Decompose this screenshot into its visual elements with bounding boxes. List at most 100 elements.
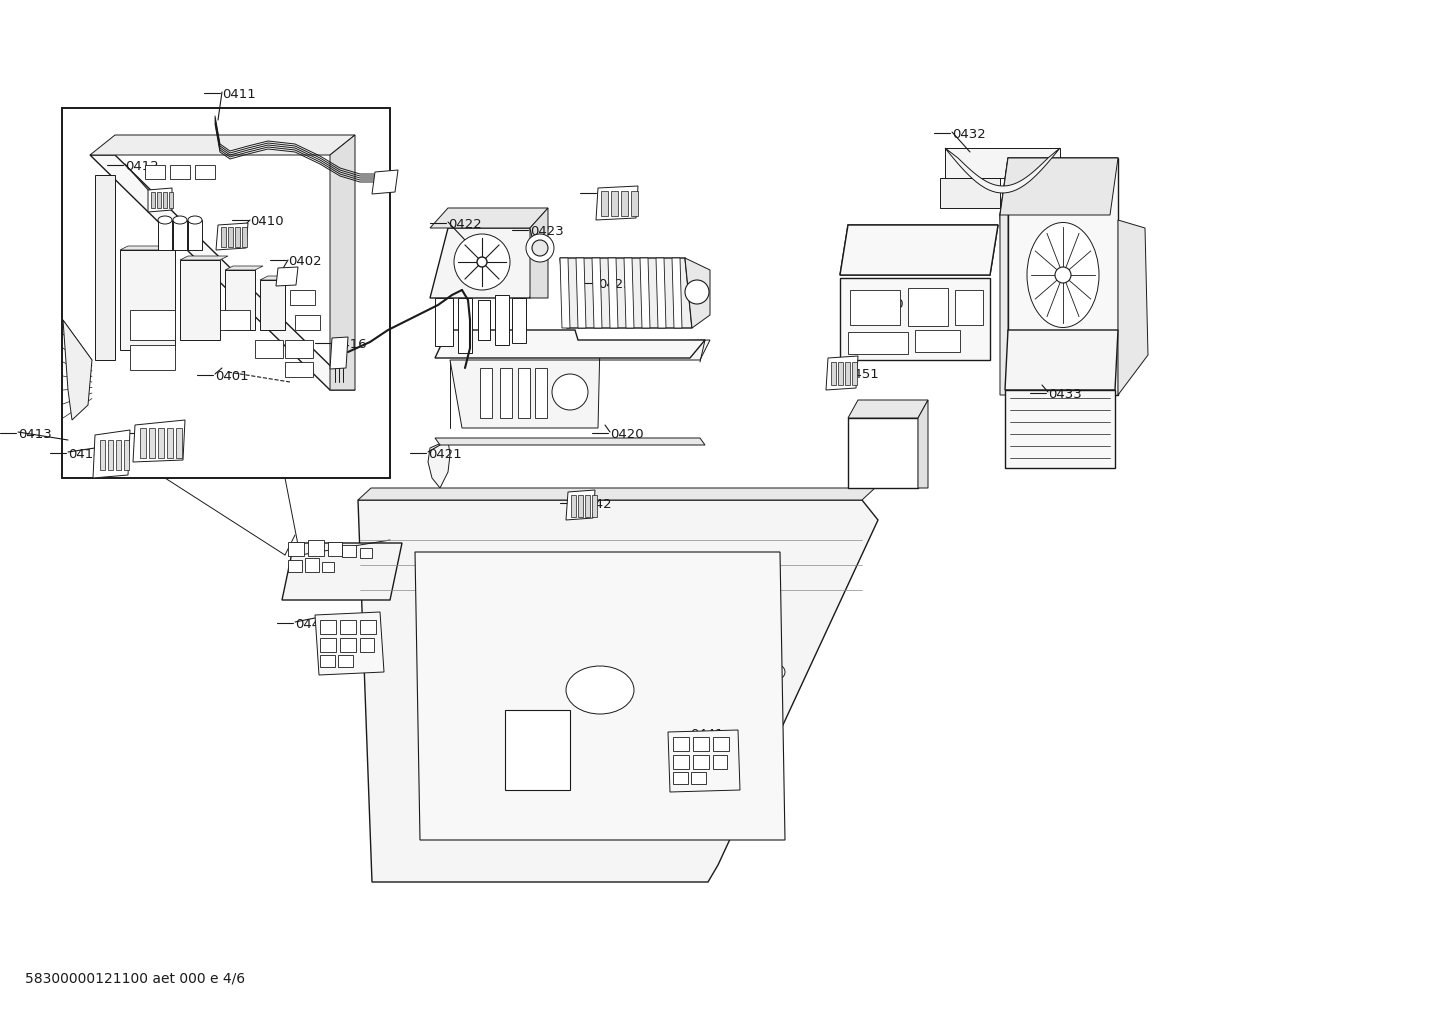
Polygon shape <box>360 548 372 558</box>
Polygon shape <box>288 560 301 572</box>
Text: 0415: 0415 <box>149 428 182 441</box>
Polygon shape <box>159 220 172 250</box>
Circle shape <box>532 240 548 256</box>
Polygon shape <box>296 315 320 330</box>
Polygon shape <box>450 340 709 428</box>
Circle shape <box>526 234 554 262</box>
Polygon shape <box>477 300 490 340</box>
Polygon shape <box>848 332 908 354</box>
Polygon shape <box>337 655 353 667</box>
Polygon shape <box>428 440 450 488</box>
Polygon shape <box>559 258 570 328</box>
Polygon shape <box>459 298 472 353</box>
Polygon shape <box>640 258 650 328</box>
Ellipse shape <box>159 216 172 224</box>
Polygon shape <box>694 737 709 751</box>
Polygon shape <box>309 540 324 556</box>
FancyBboxPatch shape <box>62 108 389 478</box>
Polygon shape <box>593 495 597 517</box>
Polygon shape <box>596 186 637 220</box>
Polygon shape <box>120 250 174 350</box>
Polygon shape <box>283 543 402 600</box>
Polygon shape <box>955 290 983 325</box>
Polygon shape <box>848 400 929 418</box>
Polygon shape <box>531 208 548 298</box>
Text: 0442: 0442 <box>578 498 611 511</box>
Polygon shape <box>656 258 666 328</box>
Polygon shape <box>173 220 187 250</box>
Polygon shape <box>180 260 221 340</box>
Polygon shape <box>945 148 1060 178</box>
Ellipse shape <box>187 216 202 224</box>
Polygon shape <box>673 755 689 769</box>
Polygon shape <box>919 400 929 488</box>
Text: 0425: 0425 <box>598 278 632 291</box>
Polygon shape <box>940 178 999 208</box>
Text: 0433: 0433 <box>1048 388 1082 401</box>
Polygon shape <box>286 362 313 377</box>
Polygon shape <box>340 638 356 652</box>
Polygon shape <box>512 298 526 343</box>
Polygon shape <box>1008 158 1118 395</box>
Polygon shape <box>841 225 998 275</box>
Polygon shape <box>255 340 283 358</box>
Polygon shape <box>838 362 844 385</box>
Text: 0451: 0451 <box>845 368 878 381</box>
Text: 0430: 0430 <box>870 298 904 311</box>
Circle shape <box>771 665 784 679</box>
Ellipse shape <box>555 657 645 722</box>
Polygon shape <box>571 495 575 517</box>
Polygon shape <box>360 638 373 652</box>
Polygon shape <box>115 440 121 470</box>
Polygon shape <box>327 542 342 556</box>
Polygon shape <box>130 345 174 370</box>
Text: 0440: 0440 <box>296 618 329 631</box>
Text: 0416: 0416 <box>333 338 366 351</box>
Polygon shape <box>358 488 875 500</box>
Polygon shape <box>593 258 601 328</box>
Polygon shape <box>169 192 173 208</box>
Polygon shape <box>360 620 376 634</box>
Polygon shape <box>120 246 183 250</box>
Polygon shape <box>260 276 293 280</box>
Polygon shape <box>435 298 453 346</box>
Polygon shape <box>372 170 398 194</box>
Circle shape <box>552 374 588 410</box>
Polygon shape <box>342 545 356 557</box>
Text: 58300000121100 aet 000 e 4/6: 58300000121100 aet 000 e 4/6 <box>25 971 245 985</box>
Polygon shape <box>848 418 919 488</box>
Polygon shape <box>89 135 355 155</box>
Circle shape <box>474 626 486 638</box>
Polygon shape <box>1005 390 1115 468</box>
Polygon shape <box>99 440 105 470</box>
Polygon shape <box>242 227 247 247</box>
Polygon shape <box>314 612 384 675</box>
Polygon shape <box>622 191 629 216</box>
Polygon shape <box>916 330 960 352</box>
Polygon shape <box>89 155 355 390</box>
Polygon shape <box>559 258 692 328</box>
Polygon shape <box>195 165 215 179</box>
Circle shape <box>427 634 443 650</box>
Polygon shape <box>831 362 836 385</box>
Polygon shape <box>330 337 348 369</box>
Polygon shape <box>480 368 492 418</box>
Polygon shape <box>320 638 336 652</box>
Ellipse shape <box>567 666 634 714</box>
Polygon shape <box>1005 330 1118 390</box>
Polygon shape <box>260 280 286 330</box>
Polygon shape <box>624 258 634 328</box>
Polygon shape <box>157 192 162 208</box>
Polygon shape <box>685 258 709 328</box>
Polygon shape <box>95 175 115 360</box>
Polygon shape <box>712 755 727 769</box>
Polygon shape <box>430 228 548 298</box>
Polygon shape <box>999 158 1008 395</box>
Polygon shape <box>673 737 689 751</box>
Polygon shape <box>167 428 173 458</box>
Polygon shape <box>845 362 849 385</box>
Polygon shape <box>140 428 146 458</box>
Polygon shape <box>908 288 947 326</box>
Text: 0431: 0431 <box>1050 248 1084 261</box>
Polygon shape <box>340 620 356 634</box>
